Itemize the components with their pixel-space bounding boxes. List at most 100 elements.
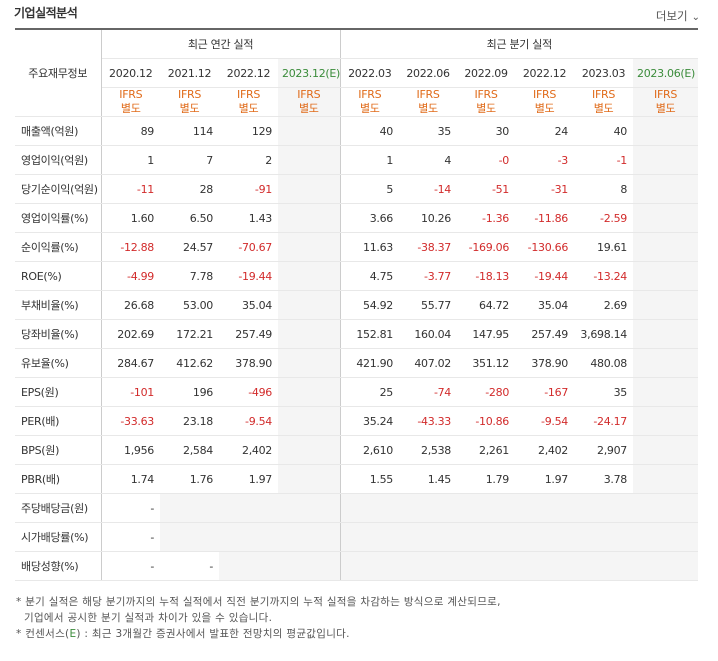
table-cell: [515, 551, 575, 581]
table-cell: 421.90: [340, 348, 400, 378]
table-cell: 40: [574, 116, 634, 146]
table-cell: 5: [340, 174, 400, 204]
table-cell: 1.45: [399, 464, 458, 494]
table-cell: [399, 522, 458, 552]
table-cell: -3: [515, 145, 575, 175]
table-cell: 202.69: [101, 319, 160, 349]
table-cell: 28: [160, 174, 219, 204]
table-cell: -11.86: [515, 203, 575, 233]
table-cell: -: [101, 551, 160, 581]
table-cell: -24.17: [574, 406, 634, 436]
table-cell: 3.78: [574, 464, 634, 494]
table-cell: [633, 406, 699, 436]
table-cell: 35.24: [340, 406, 400, 436]
table-cell: [278, 203, 341, 233]
table-cell: 2,261: [457, 435, 516, 465]
table-cell: 257.49: [515, 319, 575, 349]
table-cell: -2.59: [574, 203, 634, 233]
ifrs-standard: IFRS: [178, 88, 201, 101]
metric-label: PBR(배): [15, 464, 102, 494]
table-cell: [515, 493, 575, 523]
table-cell: 3.66: [340, 203, 400, 233]
table-cell: -70.67: [219, 232, 278, 262]
ifrs-standard: IFRS: [297, 88, 321, 101]
table-cell: 3,698.14: [574, 319, 634, 349]
ifrs-standard: IFRS: [119, 88, 143, 101]
ifrs-standard: IFRS: [654, 88, 678, 101]
table-cell: [278, 435, 341, 465]
ifrs-basis: 별도: [476, 102, 496, 115]
table-row: BPS(원) 1,956 2,584 2,402 2,610 2,538 2,261 2,40…: [15, 435, 699, 465]
table-cell: 147.95: [457, 319, 516, 349]
table-cell: [399, 493, 458, 523]
metric-label: 시가배당률(%): [15, 522, 102, 552]
table-row: 당좌비율(%) 202.69 172.21 257.49 152.81 160.04 147…: [15, 319, 699, 349]
table-row: 영업이익(억원) 1 7 2 1 4 -0 -3 -1: [15, 145, 699, 175]
table-cell: 35: [399, 116, 458, 146]
ifrs-basis: 별도: [359, 102, 380, 115]
table-cell: 2,402: [515, 435, 575, 465]
table-cell: 172.21: [160, 319, 219, 349]
ifrs-label: IFRS 별도: [515, 87, 575, 117]
table-cell: [633, 435, 699, 465]
table-cell: [633, 116, 699, 146]
ifrs-basis: 별도: [179, 102, 200, 115]
table-cell: 1,956: [101, 435, 160, 465]
metric-label: 영업이익률(%): [15, 203, 102, 233]
table-cell: -: [101, 522, 160, 552]
metric-label: 매출액(억원): [15, 116, 102, 146]
more-link[interactable]: 더보기 ⌄: [656, 8, 700, 24]
table-cell: -169.06: [457, 232, 516, 262]
period-header: 2022.03: [340, 58, 400, 88]
table-cell: 19.61: [574, 232, 634, 262]
table-cell: 11.63: [340, 232, 400, 262]
more-label: 더보기: [655, 9, 688, 23]
metric-label: 주당배당금(원): [15, 493, 102, 523]
table-cell: -51: [457, 174, 516, 204]
table-cell: -14: [399, 174, 458, 204]
section-title: 기업실적분석: [14, 6, 78, 20]
table-cell: -12.88: [101, 232, 160, 262]
table-cell: [278, 551, 341, 581]
period-header: 2021.12: [160, 58, 219, 88]
table-cell: 2,402: [219, 435, 278, 465]
table-cell: 35: [574, 377, 634, 407]
table-cell: 1.43: [219, 203, 278, 233]
table-cell: [633, 464, 699, 494]
table-cell: 160.04: [399, 319, 458, 349]
ifrs-standard: IFRS: [416, 88, 440, 101]
table-cell: 1: [340, 145, 400, 175]
ifrs-standard: IFRS: [237, 88, 260, 101]
table-cell: 8: [574, 174, 634, 204]
table-cell: 2,610: [340, 435, 400, 465]
footnote-1-cont: 기업에서 공시한 분기 실적과 차이가 있을 수 있습니다.: [24, 612, 273, 624]
table-cell: -19.44: [219, 261, 278, 291]
table-row: ROE(%) -4.99 7.78 -19.44 4.75 -3.77 -18.13 -19.…: [15, 261, 699, 291]
table-cell: 1.60: [101, 203, 160, 233]
ifrs-standard: IFRS: [474, 88, 498, 101]
table-cell: [160, 522, 219, 552]
ifrs-basis: 별도: [418, 102, 438, 115]
table-cell: [633, 232, 699, 262]
period-header: 2022.06: [399, 58, 458, 88]
table-cell: [633, 261, 699, 291]
table-cell: [219, 522, 278, 552]
table-cell: 412.62: [160, 348, 219, 378]
table-cell: -: [160, 551, 219, 581]
table-cell: 2: [219, 145, 278, 175]
table-cell: -18.13: [457, 261, 516, 291]
table-cell: 89: [101, 116, 160, 146]
table-cell: 10.26: [399, 203, 458, 233]
table-cell: 23.18: [160, 406, 219, 436]
period-header: 2023.06(E): [633, 58, 699, 88]
table-cell: -130.66: [515, 232, 575, 262]
table-cell: -31: [515, 174, 575, 204]
table-cell: 35.04: [515, 290, 575, 320]
table-cell: [633, 319, 699, 349]
table-row: 영업이익률(%) 1.60 6.50 1.43 3.66 10.26 -1.36 -11.86…: [15, 203, 699, 233]
period-header: 2022.12: [515, 58, 575, 88]
table-cell: 152.81: [340, 319, 400, 349]
metric-label: 당기순이익(억원): [15, 174, 102, 204]
annual-group-header: 최근 연간 실적: [101, 28, 341, 59]
quarter-group-header: 최근 분기 실적: [340, 28, 699, 59]
